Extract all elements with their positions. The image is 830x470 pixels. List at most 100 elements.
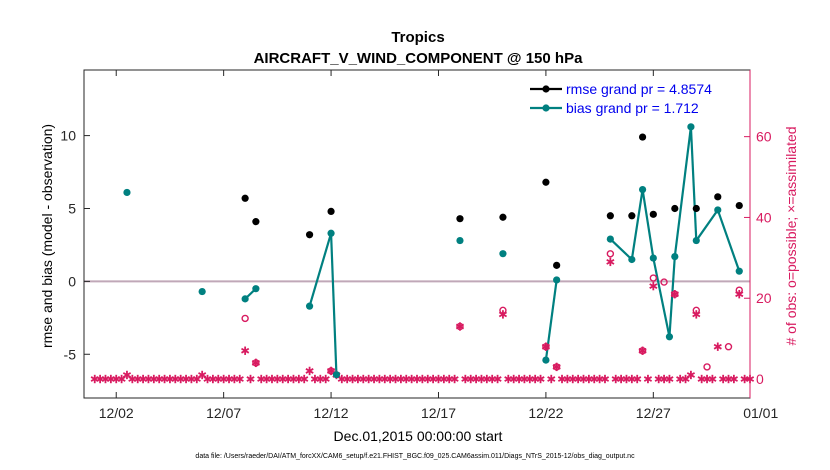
obs-assimilated-point [305,366,314,376]
obs-assimilated-point [224,374,234,384]
obs-possible-point [606,250,615,258]
x-tick-label: 01/01 [743,405,778,421]
obs-assimilated-stroke [649,283,658,289]
obs-assimilated-point [504,374,513,384]
obs-assimilated-point [219,374,228,384]
obs-assimilated-point [595,374,604,384]
y-axis-label: rmse and bias (model - observation) [39,124,55,348]
obs-possible-point [499,306,507,315]
obs-assimilated-stroke [665,376,674,382]
obs-assimilated-point [375,374,384,384]
obs-assimilated-point [676,374,685,384]
obs-assimilated-point [654,374,663,384]
obs-assimilated-point [574,374,583,384]
obs-assimilated-point [547,374,556,384]
obs-assimilated-point [262,374,271,384]
obs-possible-point [703,363,711,371]
obs-assimilated-point [316,374,325,384]
x-tick-label: 12/12 [314,405,349,421]
obs-assimilated-point [278,374,287,384]
rmse-point [606,212,614,220]
obs-assimilated-stroke [321,376,330,382]
bias-line-segment [630,189,644,260]
obs-assimilated-point [402,374,411,384]
obs-assimilated-point [729,374,738,384]
rmse-point [714,193,722,201]
obs-possible-point [252,359,260,367]
obs-assimilated-point [600,374,610,384]
obs-possible-point [735,286,743,294]
y2-tick-label: 40 [756,209,772,225]
obs-assimilated-point [488,374,497,384]
obs-assimilated-point [391,374,400,384]
obs-assimilated-point [90,374,99,384]
obs-assimilated-point [466,374,475,384]
obs-assimilated-point [461,374,470,384]
obs-possible-point [724,342,733,351]
bias-point [671,252,679,261]
obs-assimilated-point [412,374,422,384]
obs-assimilated-stroke [729,376,738,382]
obs-assimilated-point [590,374,599,384]
obs-assimilated-point [719,374,728,384]
bias-line-segment [308,232,333,307]
bias-point [735,267,743,275]
obs-assimilated-point [477,374,486,384]
obs-assimilated-point [208,374,218,384]
bias-line-segment [329,233,338,375]
x-axis-label: Dec.01,2015 00:00:00 start [334,428,503,444]
obs-possible-point [671,290,679,298]
obs-assimilated-point [579,374,588,384]
obs-assimilated-point [267,374,277,384]
obs-assimilated-point [423,374,432,384]
rmse-point [456,215,464,223]
obs-assimilated-point [214,374,223,384]
obs-assimilated-point [386,374,395,384]
obs-assimilated-stroke [708,376,717,382]
obs-assimilated-point [321,374,330,384]
bias-line-segment [641,189,655,259]
bias-line-segment [716,209,741,272]
x-tick-label: 12/27 [636,405,671,421]
obs-assimilated-stroke [235,376,244,382]
obs-assimilated-point [514,374,524,384]
rmse-point [628,212,636,220]
legend-item-rmse: rmse grand pr = 4.8574 [530,81,712,97]
y-tick-label: 5 [68,200,76,216]
bias-point [499,250,507,258]
obs-assimilated-point [96,374,105,384]
legend-swatch-marker [542,85,550,93]
obs-assimilated-stroke [493,376,502,382]
obs-assimilated-point [187,374,196,384]
obs-assimilated-point [563,374,572,384]
obs-assimilated-point [471,374,481,384]
obs-assimilated-point [434,374,443,384]
obs-assimilated-stroke [246,376,255,382]
y2-tick-label: 60 [756,129,772,145]
obs-assimilated-stroke [198,372,207,378]
obs-possible-point [692,306,700,315]
obs-assimilated-stroke [713,343,722,350]
bias-point [649,254,657,262]
obs-assimilated-point [482,374,491,384]
obs-assimilated-point [300,374,309,384]
obs-assimilated-point [429,374,438,384]
obs-assimilated-point [702,374,712,384]
obs-assimilated-point [101,374,110,384]
obs-assimilated-point [241,346,250,355]
obs-assimilated-stroke [606,258,615,265]
obs-assimilated-stroke [547,376,556,382]
y2-tick-label: 20 [756,290,772,306]
bias-line-segment [689,126,698,241]
data-file-caption: data file: /Users/raeder/DAI/ATM_forcXX/… [195,453,635,460]
obs-assimilated-point [724,374,733,384]
obs-assimilated-point [557,374,567,384]
obs-assimilated-point [520,374,529,384]
obs-possible-point [649,274,658,282]
rmse-point [735,201,743,210]
obs-assimilated-point [450,374,459,384]
obs-assimilated-point [633,374,642,384]
obs-assimilated-point [439,374,448,384]
obs-possible-point [638,347,647,355]
